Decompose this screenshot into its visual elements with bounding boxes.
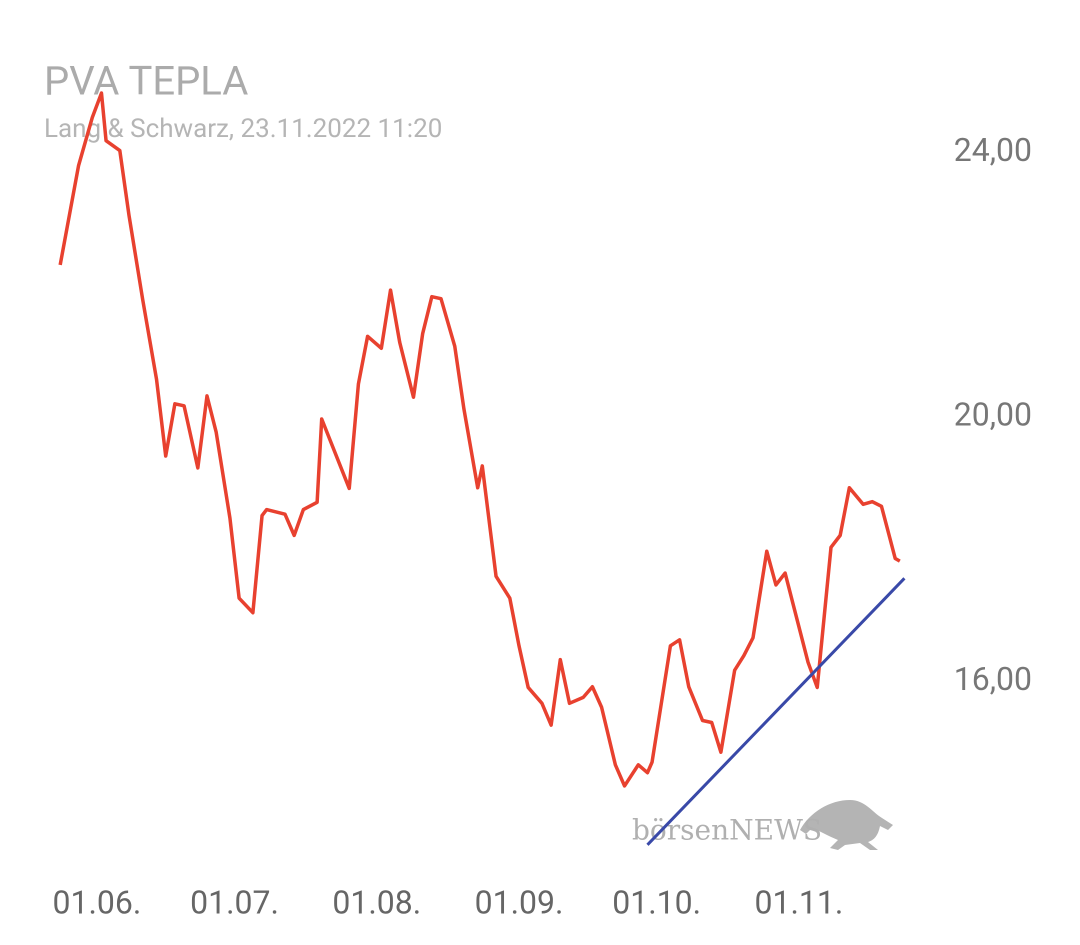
y-tick-label: 16,00 [954, 660, 1032, 698]
x-tick-label: 01.06. [52, 883, 141, 921]
price-line [58, 91, 901, 788]
x-tick-label: 01.10. [612, 883, 701, 921]
x-tick-label: 01.07. [190, 883, 279, 921]
bull-icon [800, 800, 893, 850]
trend-line [646, 577, 906, 846]
x-tick-label: 01.11. [754, 883, 843, 921]
y-tick-label: 20,00 [954, 395, 1032, 433]
y-tick-label: 24,00 [954, 131, 1032, 169]
chart-title: PVA TEPLA [44, 58, 248, 105]
watermark-logo [800, 800, 893, 850]
chart-subtitle: Lang & Schwarz, 23.11.2022 11:20 [44, 114, 442, 144]
x-tick-label: 01.09. [475, 883, 564, 921]
x-tick-label: 01.08. [332, 883, 421, 921]
